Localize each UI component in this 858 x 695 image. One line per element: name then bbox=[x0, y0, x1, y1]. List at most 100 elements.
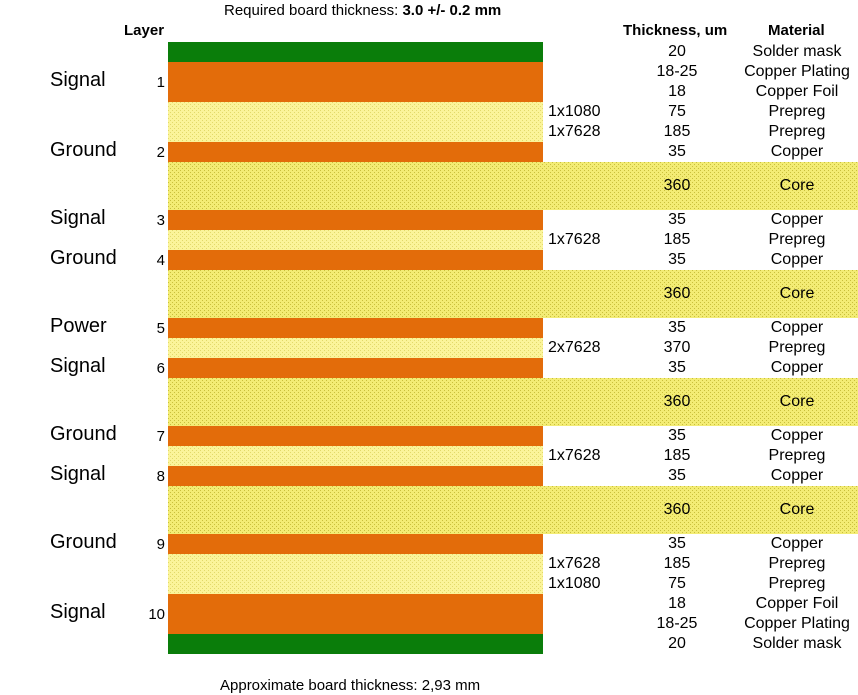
material-label: Copper Foil bbox=[755, 595, 839, 612]
thickness-value: 75 bbox=[668, 575, 686, 592]
layer-number: 1 bbox=[156, 74, 165, 91]
material-label: Prepreg bbox=[768, 231, 826, 248]
material-label: Prepreg bbox=[768, 339, 826, 356]
layer-name: Signal bbox=[50, 601, 106, 623]
thickness-value: 185 bbox=[663, 123, 691, 140]
copper-bar bbox=[168, 426, 543, 446]
prepreg-style: 1x7628 bbox=[548, 123, 601, 140]
copper-bar bbox=[168, 594, 543, 634]
thickness-value: 370 bbox=[663, 339, 691, 356]
layer-number: 2 bbox=[156, 144, 165, 161]
material-label: Prepreg bbox=[768, 447, 826, 464]
material-label: Copper bbox=[770, 319, 824, 336]
approx-thickness: Approximate board thickness: 2,93 mm bbox=[220, 677, 481, 694]
material-label: Core bbox=[779, 501, 815, 518]
prepreg-style: 2x7628 bbox=[548, 339, 601, 356]
material-label: Copper Plating bbox=[744, 615, 850, 632]
material-label: Prepreg bbox=[768, 123, 826, 140]
material-label: Core bbox=[779, 177, 815, 194]
thickness-value: 35 bbox=[668, 319, 686, 336]
prepreg-bar bbox=[168, 230, 543, 250]
copper-bar bbox=[168, 534, 543, 554]
material-label: Copper bbox=[770, 467, 824, 484]
layer-number: 6 bbox=[156, 360, 165, 377]
thickness-value: 185 bbox=[663, 555, 691, 572]
material-label: Copper bbox=[770, 535, 824, 552]
thickness-value: 20 bbox=[668, 43, 686, 60]
thickness-value: 185 bbox=[663, 447, 691, 464]
thickness-value: 35 bbox=[668, 143, 686, 160]
title-prefix: Required board thickness: bbox=[224, 2, 403, 19]
layer-name: Signal bbox=[50, 69, 106, 91]
thickness-value: 360 bbox=[663, 285, 691, 302]
material-label: Core bbox=[779, 285, 815, 302]
layer-number: 8 bbox=[156, 468, 165, 485]
layer-number: 10 bbox=[148, 606, 165, 623]
thickness-value: 18-25 bbox=[656, 63, 698, 80]
copper-bar bbox=[168, 466, 543, 486]
layer-name: Power bbox=[50, 315, 107, 337]
material-label: Copper bbox=[770, 427, 824, 444]
material-label: Copper bbox=[770, 211, 824, 228]
material-label: Prepreg bbox=[768, 103, 826, 120]
prepreg-style: 1x1080 bbox=[548, 575, 601, 592]
copper-bar bbox=[168, 250, 543, 270]
copper-bar bbox=[168, 318, 543, 338]
solder-mask-bar bbox=[168, 634, 543, 654]
material-label: Solder mask bbox=[752, 635, 842, 652]
layer-name: Signal bbox=[50, 355, 106, 377]
prepreg-style: 1x7628 bbox=[548, 555, 601, 572]
thickness-value: 360 bbox=[663, 177, 691, 194]
solder-mask-bar bbox=[168, 42, 543, 62]
thickness-value: 360 bbox=[663, 393, 691, 410]
prepreg-style: 1x1080 bbox=[548, 103, 601, 120]
layer-number: 4 bbox=[156, 252, 165, 269]
layer-name: Ground bbox=[50, 531, 117, 553]
copper-bar bbox=[168, 142, 543, 162]
core-bar bbox=[168, 486, 858, 534]
thickness-value: 35 bbox=[668, 427, 686, 444]
material-label: Copper bbox=[770, 359, 824, 376]
thickness-value: 75 bbox=[668, 103, 686, 120]
layer-number: 7 bbox=[156, 428, 165, 445]
material-label: Copper bbox=[770, 143, 824, 160]
thickness-value: 35 bbox=[668, 467, 686, 484]
material-label: Prepreg bbox=[768, 575, 826, 592]
core-bar bbox=[168, 270, 858, 318]
header-material: Material bbox=[768, 22, 825, 39]
prepreg-bar bbox=[168, 338, 543, 358]
title: Required board thickness: 3.0 +/- 0.2 mm bbox=[224, 2, 501, 19]
prepreg-style: 1x7628 bbox=[548, 447, 601, 464]
thickness-value: 185 bbox=[663, 231, 691, 248]
copper-bar bbox=[168, 62, 543, 102]
prepreg-bar bbox=[168, 554, 543, 594]
thickness-value: 18 bbox=[668, 595, 686, 612]
header-layer: Layer bbox=[124, 22, 165, 39]
thickness-value: 20 bbox=[668, 635, 686, 652]
layer-name: Ground bbox=[50, 423, 117, 445]
layer-name: Signal bbox=[50, 463, 106, 485]
copper-bar bbox=[168, 210, 543, 230]
material-label: Prepreg bbox=[768, 555, 826, 572]
material-label: Core bbox=[779, 393, 815, 410]
layer-number: 9 bbox=[156, 536, 165, 553]
thickness-value: 18 bbox=[668, 83, 686, 100]
thickness-value: 18-25 bbox=[656, 615, 698, 632]
layer-name: Ground bbox=[50, 139, 117, 161]
material-label: Copper Plating bbox=[744, 63, 850, 80]
thickness-value: 35 bbox=[668, 251, 686, 268]
copper-bar bbox=[168, 358, 543, 378]
prepreg-style: 1x7628 bbox=[548, 231, 601, 248]
header-thickness: Thickness, um bbox=[623, 22, 728, 39]
thickness-value: 35 bbox=[668, 535, 686, 552]
core-bar bbox=[168, 378, 858, 426]
layer-number: 3 bbox=[156, 212, 165, 229]
thickness-value: 35 bbox=[668, 359, 686, 376]
prepreg-bar bbox=[168, 102, 543, 142]
layer-number: 5 bbox=[156, 320, 165, 337]
prepreg-bar bbox=[168, 446, 543, 466]
material-label: Copper bbox=[770, 251, 824, 268]
thickness-value: 360 bbox=[663, 501, 691, 518]
layer-name: Signal bbox=[50, 207, 106, 229]
layer-name: Ground bbox=[50, 247, 117, 269]
